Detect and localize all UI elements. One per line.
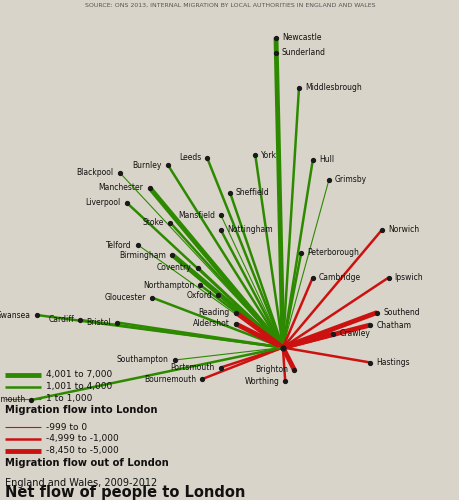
- Text: Plymouth: Plymouth: [0, 396, 25, 404]
- Text: Swansea: Swansea: [0, 310, 31, 320]
- Text: Worthing: Worthing: [244, 376, 279, 386]
- Text: Southampton: Southampton: [117, 356, 168, 364]
- Text: Migration flow into London: Migration flow into London: [5, 405, 157, 415]
- Text: SOURCE: ONS 2013, INTERNAL MIGRATION BY LOCAL AUTHORITIES IN ENGLAND AND WALES: SOURCE: ONS 2013, INTERNAL MIGRATION BY …: [84, 2, 375, 7]
- Text: Manchester: Manchester: [98, 183, 143, 192]
- Text: Bournemouth: Bournemouth: [144, 374, 196, 384]
- Text: Crawley: Crawley: [339, 330, 369, 338]
- Text: Mansfield: Mansfield: [178, 210, 214, 220]
- Text: Hull: Hull: [318, 156, 333, 164]
- Text: 1 to 1,000: 1 to 1,000: [46, 394, 92, 403]
- Text: Aldershot: Aldershot: [193, 320, 230, 328]
- Text: Liverpool: Liverpool: [85, 198, 120, 207]
- Text: Newcastle: Newcastle: [281, 33, 321, 42]
- Text: Gloucester: Gloucester: [104, 293, 146, 302]
- Text: Sunderland: Sunderland: [281, 48, 325, 57]
- Text: Burnley: Burnley: [132, 160, 162, 170]
- Text: Peterborough: Peterborough: [307, 248, 358, 257]
- Text: Northampton: Northampton: [143, 280, 194, 289]
- Text: -4,999 to -1,000: -4,999 to -1,000: [46, 434, 118, 444]
- Text: Cambridge: Cambridge: [318, 273, 360, 282]
- Text: Net flow of people to London: Net flow of people to London: [5, 485, 245, 500]
- Text: 1,001 to 4,000: 1,001 to 4,000: [46, 382, 112, 391]
- Text: Chatham: Chatham: [375, 320, 410, 330]
- Text: Portsmouth: Portsmouth: [170, 363, 214, 372]
- Text: England and Wales, 2009-2012: England and Wales, 2009-2012: [5, 478, 157, 488]
- Text: Oxford: Oxford: [186, 290, 212, 300]
- Text: Stoke: Stoke: [143, 218, 164, 227]
- Text: Migration flow out of London: Migration flow out of London: [5, 458, 168, 468]
- Text: Grimsby: Grimsby: [334, 176, 366, 184]
- Text: 4,001 to 7,000: 4,001 to 7,000: [46, 370, 112, 379]
- Text: York: York: [261, 150, 277, 160]
- Text: Norwich: Norwich: [387, 226, 418, 234]
- Text: Sheffield: Sheffield: [235, 188, 269, 197]
- Text: Reading: Reading: [198, 308, 230, 317]
- Text: Cardiff: Cardiff: [49, 316, 74, 324]
- Text: Bristol: Bristol: [86, 318, 111, 327]
- Text: Nottingham: Nottingham: [226, 226, 272, 234]
- Text: Coventry: Coventry: [157, 263, 191, 272]
- Text: Southend: Southend: [382, 308, 419, 317]
- Text: -8,450 to -5,000: -8,450 to -5,000: [46, 446, 118, 456]
- Text: -999 to 0: -999 to 0: [46, 422, 87, 432]
- Text: Brighton: Brighton: [255, 366, 288, 374]
- Text: Telford: Telford: [106, 240, 132, 250]
- Text: Middlesbrough: Middlesbrough: [304, 83, 361, 92]
- Text: Birmingham: Birmingham: [119, 250, 166, 260]
- Text: Ipswich: Ipswich: [394, 273, 422, 282]
- Text: Hastings: Hastings: [375, 358, 409, 367]
- Text: Blackpool: Blackpool: [76, 168, 113, 177]
- Text: Leeds: Leeds: [179, 153, 201, 162]
